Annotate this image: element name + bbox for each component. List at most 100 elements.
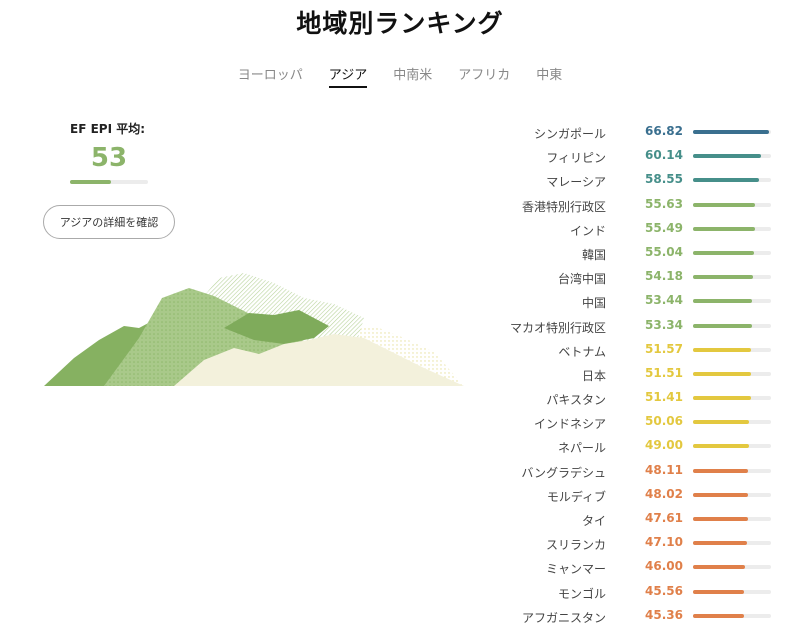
ranking-row: タイ 47.61 bbox=[480, 508, 780, 532]
tab-0[interactable]: ヨーロッパ bbox=[237, 68, 303, 83]
country-name: 香港特別行政区 bbox=[521, 199, 606, 214]
country-score: 46.00 bbox=[645, 559, 683, 574]
score-bar bbox=[693, 347, 771, 352]
country-name: 韓国 bbox=[581, 247, 606, 262]
score-bar bbox=[693, 613, 771, 618]
country-score: 55.04 bbox=[645, 244, 683, 259]
mountain-illustration bbox=[44, 273, 464, 386]
country-score: 50.06 bbox=[645, 414, 683, 429]
score-bar-fill bbox=[693, 420, 750, 425]
score-bar bbox=[693, 565, 771, 570]
score-bar-fill bbox=[693, 613, 745, 618]
country-name: 中国 bbox=[581, 296, 606, 311]
country-name: インドネシア bbox=[533, 417, 606, 432]
score-bar-fill bbox=[693, 589, 745, 594]
score-bar-fill bbox=[693, 347, 751, 352]
country-name: インド bbox=[569, 223, 606, 238]
country-name: フィリピン bbox=[546, 151, 606, 166]
average-bar bbox=[70, 180, 148, 184]
score-bar bbox=[693, 517, 771, 521]
country-name: バングラデシュ bbox=[521, 465, 606, 480]
score-bar bbox=[693, 275, 771, 280]
score-bar-fill bbox=[693, 250, 754, 255]
country-name: アフガニスタン bbox=[521, 610, 606, 625]
country-score: 51.51 bbox=[645, 365, 683, 380]
ranking-row: 台湾中国 54.18 bbox=[480, 266, 780, 290]
country-score: 53.34 bbox=[645, 317, 683, 332]
score-bar bbox=[693, 396, 771, 401]
country-score: 53.44 bbox=[645, 293, 683, 308]
country-name: モンゴル bbox=[557, 586, 606, 601]
score-bar-fill bbox=[693, 541, 747, 546]
ranking-row: 香港特別行政区 55.63 bbox=[480, 194, 780, 218]
country-ranking-list: シンガポール 66.82 フィリピン 60.14 マレーシア 58.55 香港特別行政区 55… bbox=[480, 121, 780, 629]
asia-details-button[interactable]: アジアの詳細を確認 bbox=[43, 205, 175, 239]
score-bar bbox=[693, 492, 771, 497]
score-bar bbox=[693, 420, 771, 425]
ranking-row: パキスタン 51.41 bbox=[480, 387, 780, 411]
score-bar-fill bbox=[693, 154, 761, 159]
country-score: 51.41 bbox=[645, 390, 683, 405]
country-score: 47.61 bbox=[645, 511, 683, 525]
country-name: ミャンマー bbox=[545, 562, 606, 577]
score-bar bbox=[693, 130, 771, 134]
country-score: 58.55 bbox=[645, 172, 683, 187]
score-bar bbox=[693, 371, 771, 376]
country-score: 54.18 bbox=[645, 269, 683, 284]
country-score: 45.36 bbox=[645, 607, 683, 622]
score-bar-fill bbox=[693, 323, 753, 328]
country-score: 49.00 bbox=[645, 438, 683, 453]
country-name: 台湾中国 bbox=[557, 272, 606, 287]
score-bar-fill bbox=[693, 130, 769, 134]
average-label: EF EPI 平均: bbox=[70, 122, 146, 136]
ranking-row: 中国 53.44 bbox=[480, 290, 780, 314]
ranking-row: ベトナム 51.57 bbox=[480, 339, 780, 363]
score-bar-fill bbox=[693, 371, 751, 376]
ranking-row: ミャンマー 46.00 bbox=[480, 556, 780, 580]
country-score: 48.02 bbox=[645, 486, 683, 501]
region-tabs: ヨーロッパ アジア 中南米 アフリカ 中東 bbox=[0, 64, 800, 88]
country-name: タイ bbox=[581, 514, 606, 528]
country-name: モルディブ bbox=[546, 489, 606, 504]
score-bar bbox=[693, 468, 771, 473]
country-score: 47.10 bbox=[645, 535, 683, 550]
tab-2[interactable]: 中南米 bbox=[393, 68, 433, 83]
score-bar-fill bbox=[693, 468, 748, 473]
score-bar-fill bbox=[693, 565, 746, 570]
tab-1[interactable]: アジア bbox=[328, 64, 368, 88]
country-name: マカオ特別行政区 bbox=[509, 320, 606, 335]
country-name: シンガポール bbox=[533, 127, 606, 141]
score-bar-fill bbox=[693, 492, 748, 497]
mountain-right-solid bbox=[224, 310, 329, 344]
ranking-row: ネパール 49.00 bbox=[480, 435, 780, 459]
country-score: 45.56 bbox=[645, 583, 683, 598]
score-bar-fill bbox=[693, 396, 751, 401]
score-bar bbox=[693, 323, 771, 328]
mountain-front-cream bbox=[174, 334, 464, 386]
ranking-row: インド 55.49 bbox=[480, 218, 780, 242]
average-bar-fill bbox=[70, 180, 112, 184]
country-score: 51.57 bbox=[645, 341, 683, 356]
average-value: 53 bbox=[90, 143, 128, 173]
score-bar bbox=[693, 154, 771, 159]
ranking-row: マレーシア 58.55 bbox=[480, 169, 780, 193]
ranking-row: 日本 51.51 bbox=[480, 363, 780, 387]
country-name: スリランカ bbox=[545, 538, 606, 553]
country-name: ネパール bbox=[557, 441, 606, 456]
country-score: 60.14 bbox=[645, 148, 683, 163]
score-bar bbox=[693, 250, 771, 255]
country-score: 55.49 bbox=[645, 220, 683, 235]
tab-3[interactable]: アフリカ bbox=[458, 68, 511, 83]
page-title: 地域別ランキング bbox=[296, 9, 504, 38]
ranking-row: スリランカ 47.10 bbox=[480, 532, 780, 556]
ranking-row: モンゴル 45.56 bbox=[480, 581, 780, 605]
score-bar bbox=[693, 299, 771, 304]
score-bar bbox=[693, 202, 771, 207]
score-bar-fill bbox=[693, 517, 748, 521]
country-name: マレーシア bbox=[546, 175, 606, 190]
score-bar bbox=[693, 444, 771, 449]
score-bar bbox=[693, 226, 771, 231]
country-name: 日本 bbox=[581, 368, 606, 383]
country-score: 55.63 bbox=[645, 196, 683, 211]
tab-4[interactable]: 中東 bbox=[536, 68, 563, 83]
